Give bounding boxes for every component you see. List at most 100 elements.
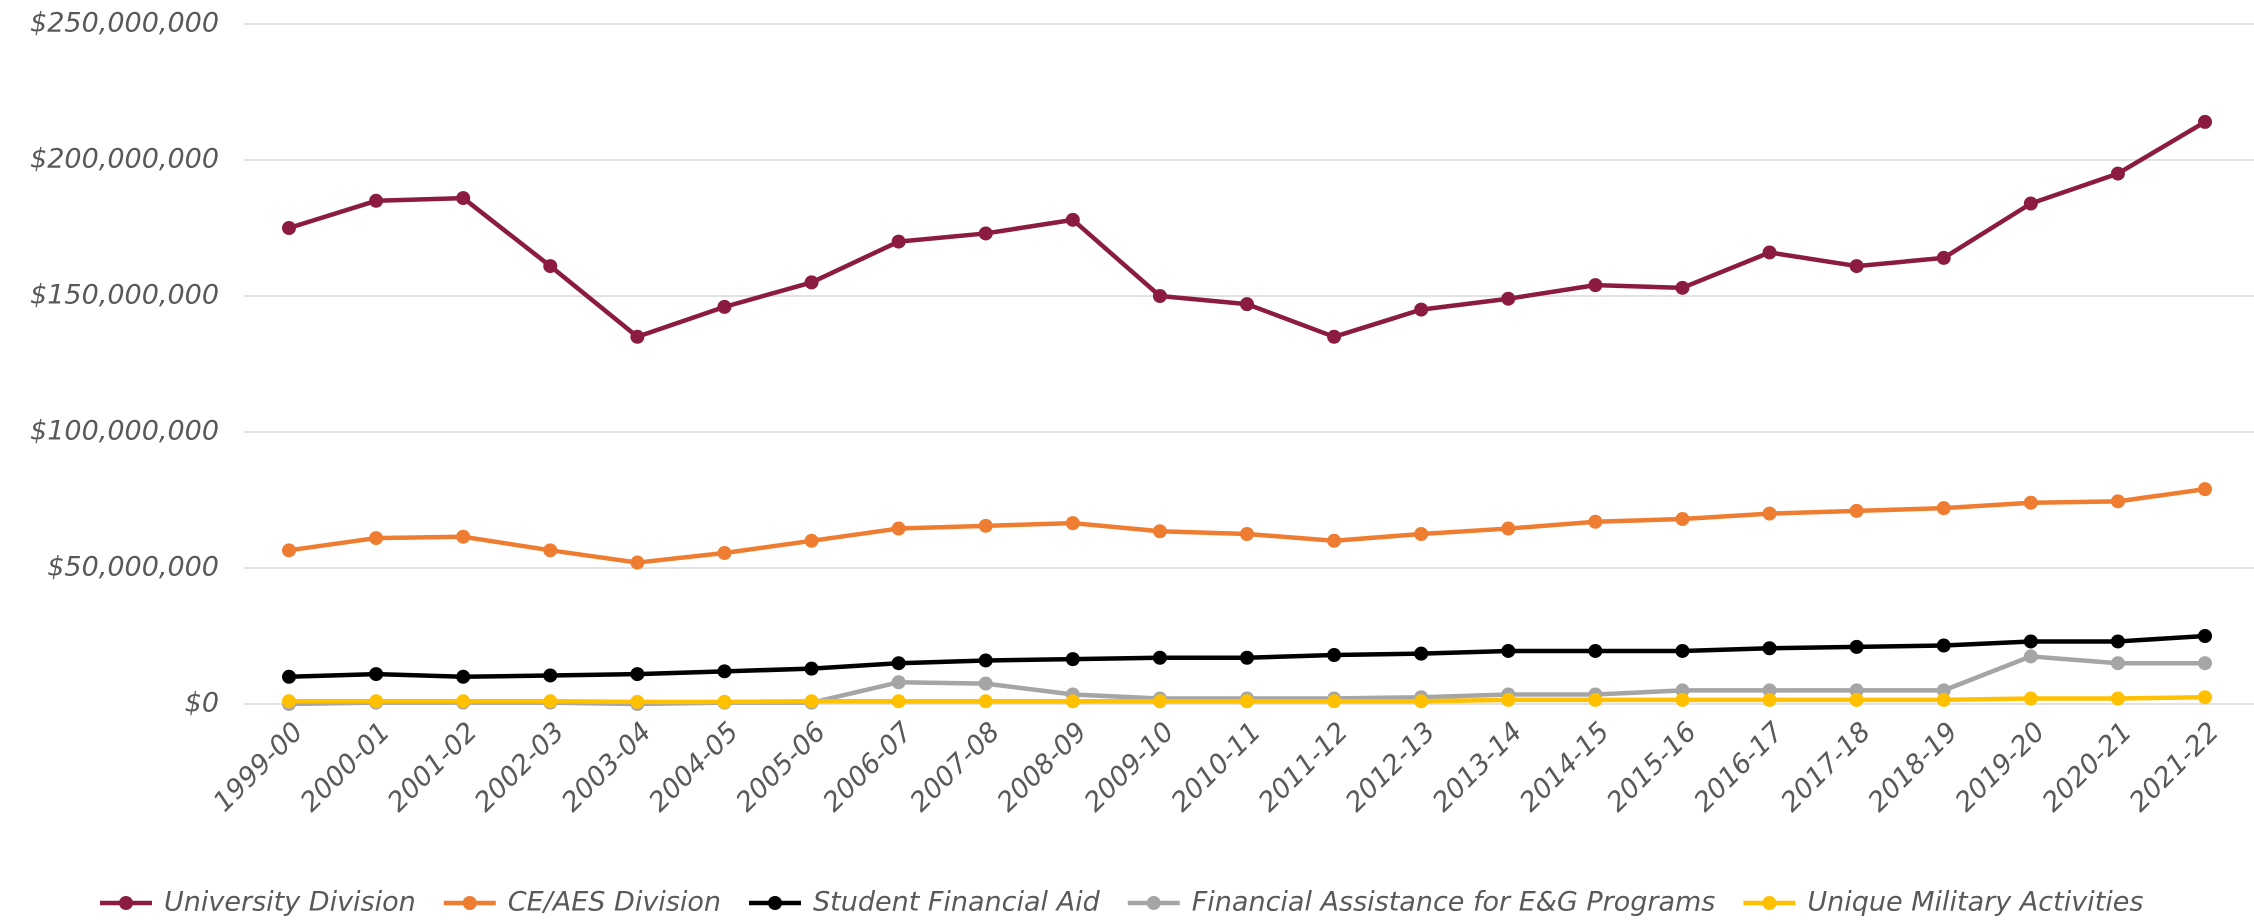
data-point: [1588, 278, 1603, 293]
data-point: [2110, 166, 2125, 181]
data-point: [1849, 503, 1864, 518]
x-tick-label: 1999-00: [208, 716, 310, 818]
legend-marker: [462, 896, 477, 910]
data-point: [2110, 494, 2125, 509]
data-point: [1762, 692, 1777, 707]
data-point: [1240, 297, 1254, 312]
data-point: [804, 694, 819, 709]
data-point: [456, 669, 471, 684]
data-point: [282, 694, 296, 709]
legend-label: University Division: [164, 887, 416, 918]
data-point: [1152, 650, 1167, 665]
x-tick-label: 2017-18: [1775, 716, 1877, 818]
legend-label: Student Financial Aid: [813, 887, 1101, 918]
data-point: [1501, 692, 1516, 707]
y-tick-label: $100,000,000: [30, 416, 219, 447]
data-point: [1936, 692, 1951, 707]
x-tick-label: 2016-17: [1688, 716, 1790, 818]
series-line: [288, 486, 2206, 565]
data-point: [1936, 501, 1951, 516]
data-point: [1152, 289, 1167, 303]
legend-marker: [119, 896, 133, 910]
data-point: [282, 221, 296, 235]
data-point: [1414, 302, 1429, 317]
data-point: [1588, 514, 1603, 529]
data-point: [1675, 512, 1690, 527]
data-point: [1152, 524, 1167, 539]
data-point: [978, 653, 993, 668]
data-point: [1240, 650, 1254, 665]
x-tick-label: 2011-12: [1253, 716, 1355, 818]
x-tick-label: 2001-02: [382, 716, 484, 818]
x-tick-label: 2015-16: [1601, 716, 1703, 818]
data-point: [1936, 250, 1951, 265]
data-point: [543, 694, 558, 709]
data-point: [891, 675, 906, 690]
data-point: [543, 259, 558, 274]
data-point: [1327, 694, 1342, 709]
x-tick-label: 2012-13: [1340, 716, 1442, 818]
data-point: [2198, 656, 2212, 671]
legend-marker: [1762, 896, 1777, 910]
y-tick-label: $150,000,000: [30, 280, 219, 311]
x-tick-label: 2000-01: [295, 716, 397, 818]
x-tick-label: 2005-06: [730, 716, 832, 818]
data-point: [1501, 643, 1516, 658]
data-point: [1327, 329, 1342, 344]
data-point: [369, 531, 384, 546]
data-point: [2023, 495, 2038, 510]
data-point: [1501, 291, 1516, 306]
data-point: [1065, 516, 1080, 531]
data-point: [1327, 533, 1342, 548]
data-point: [978, 694, 993, 709]
data-point: [2023, 196, 2038, 211]
data-point: [1936, 638, 1951, 653]
data-point: [282, 543, 296, 558]
x-tick-label: 2021-22: [2124, 716, 2226, 818]
y-tick-label: $250,000,000: [30, 8, 219, 39]
data-point: [804, 533, 819, 548]
data-point: [1849, 639, 1864, 654]
data-point: [1849, 692, 1864, 707]
data-point: [717, 664, 732, 679]
legend-marker: [1146, 896, 1161, 910]
data-point: [1240, 527, 1254, 541]
data-point: [2198, 482, 2212, 497]
x-tick-label: 2003-04: [556, 716, 658, 818]
data-point: [2110, 656, 2125, 671]
x-tick-label: 2006-07: [817, 716, 919, 818]
data-point: [1762, 641, 1777, 656]
data-point: [717, 299, 732, 314]
legend-label: Unique Military Activities: [1807, 887, 2143, 918]
data-point: [2110, 691, 2125, 706]
data-point: [2198, 114, 2212, 129]
data-point: [1065, 694, 1080, 709]
data-point: [1675, 692, 1690, 707]
x-tick-label: 2010-11: [1166, 716, 1268, 818]
x-tick-label: 2008-09: [991, 716, 1093, 818]
data-point: [543, 668, 558, 683]
data-point: [978, 226, 993, 241]
data-point: [630, 667, 645, 682]
data-point: [456, 529, 471, 544]
data-point: [282, 669, 296, 684]
data-point: [2023, 634, 2038, 649]
data-point: [630, 694, 645, 709]
data-point: [1849, 259, 1864, 274]
data-point: [891, 656, 906, 671]
x-tick-label: 2020-21: [2036, 716, 2138, 818]
x-tick-label: 2004-05: [643, 716, 745, 818]
data-point: [1588, 692, 1603, 707]
data-point: [804, 661, 819, 676]
data-point: [1152, 694, 1167, 709]
data-point: [2198, 690, 2212, 705]
data-point: [369, 667, 384, 682]
legend-marker: [768, 896, 782, 910]
data-point: [1065, 212, 1080, 227]
data-point: [891, 234, 906, 249]
y-tick-label: $0: [185, 688, 219, 719]
data-point: [1414, 527, 1429, 541]
data-point: [1588, 643, 1603, 658]
data-point: [369, 694, 384, 709]
data-point: [369, 193, 384, 208]
